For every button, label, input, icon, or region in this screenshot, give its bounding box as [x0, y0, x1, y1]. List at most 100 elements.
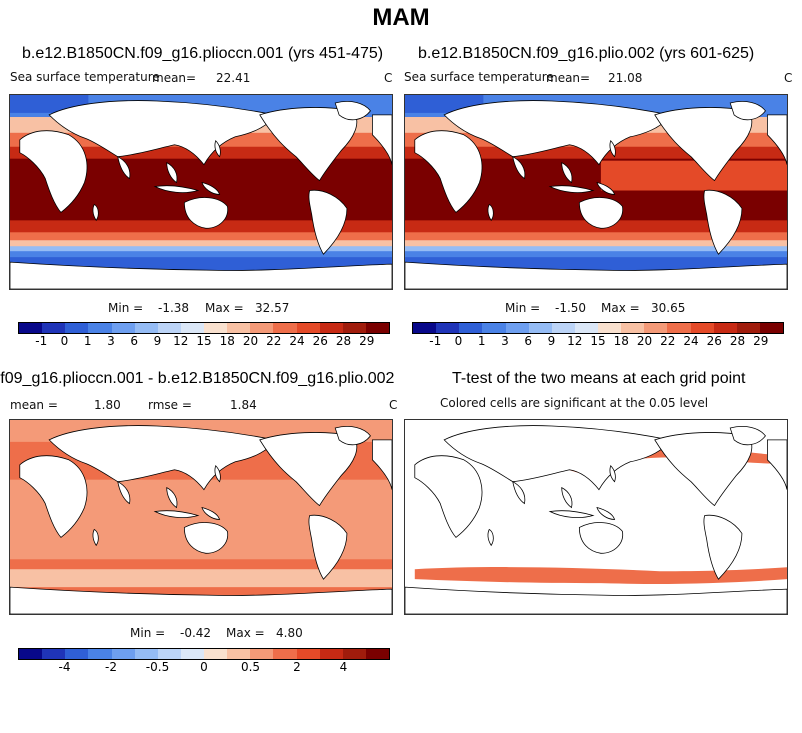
colorbar-swatch [157, 323, 181, 333]
case1-map [9, 94, 393, 290]
colorbar-tick-label: 9 [547, 334, 556, 348]
diff-rmse-label: rmse = [148, 398, 192, 412]
colorbar-swatch [42, 323, 66, 333]
colorbar-swatch [204, 323, 228, 333]
case1-max-label: Max = [205, 301, 244, 315]
colorbar-swatch [204, 649, 228, 659]
colorbar-swatch [667, 323, 691, 333]
diff-max-value: 4.80 [276, 626, 303, 640]
colorbar-tick-label: -0.5 [145, 660, 170, 674]
colorbar-swatch [365, 323, 389, 333]
case2-units: C [784, 71, 793, 85]
colorbar-swatch [273, 323, 297, 333]
case1-sst-field [10, 95, 392, 289]
colorbar-swatch [111, 649, 135, 659]
colorbar-tick-label: -1 [35, 334, 48, 348]
colorbar-tick-label: 28 [335, 334, 352, 348]
colorbar-tick-label: 3 [501, 334, 509, 348]
diff-max-label: Max = [226, 626, 265, 640]
case2-mean-label: mean= [546, 71, 591, 85]
colorbar-ticks: -4 -2 -0.5 0 0.5 2 4 [18, 660, 390, 674]
colorbar-tick-label: 28 [729, 334, 746, 348]
colorbar-swatch [690, 323, 714, 333]
colorbar-ticks: -1 0 1 3 6 9 12 15 18 20 22 24 26 28 29 [412, 334, 784, 348]
colorbar-swatch [296, 323, 320, 333]
diff-map [9, 419, 393, 615]
colorbar-swatch [598, 323, 622, 333]
colorbar-tick-label: 29 [359, 334, 375, 348]
colorbar-tick-label: -4 [58, 660, 71, 674]
colorbar-swatch [482, 323, 506, 333]
case2-max-label: Max = [601, 301, 640, 315]
sst-colorbar-right: -1 0 1 3 6 9 12 15 18 20 22 24 26 28 29 [412, 322, 784, 348]
ttest-title: T-test of the two means at each grid poi… [452, 370, 746, 387]
diff-rmse-value: 1.84 [230, 398, 257, 412]
case2-title: b.e12.B1850CN.f09_g16.plio.002 (yrs 601-… [418, 45, 755, 62]
colorbar-tick-label: 9 [153, 334, 162, 348]
colorbar-swatch [644, 323, 668, 333]
colorbar-tick-label: 20 [636, 334, 653, 348]
diff-colorbar: -4 -2 -0.5 0 0.5 2 4 [18, 648, 390, 674]
colorbar-tick-label: 15 [196, 334, 212, 348]
colorbar-tick-label: 26 [312, 334, 328, 348]
colorbar-swatch [65, 649, 89, 659]
case1-min-label: Min = [108, 301, 144, 315]
colorbar-tick-label: 0 [60, 334, 69, 348]
colorbar-tick-label: 6 [524, 334, 533, 348]
colorbar-tick-label: 0 [200, 660, 208, 674]
diff-min-value: -0.42 [180, 626, 212, 640]
colorbar-tick-label: 2 [293, 660, 301, 674]
colorbar-tick-label: 24 [683, 334, 699, 348]
colorbar-swatch [111, 323, 135, 333]
ttest-significance-field [405, 420, 787, 614]
colorbar-tick-label: 1 [477, 334, 486, 348]
case1-units: C [384, 71, 393, 85]
colorbar-swatch [621, 323, 645, 333]
colorbar-swatch [19, 649, 43, 659]
sst-colorbar-left: -1 0 1 3 6 9 12 15 18 20 22 24 26 28 29 [18, 322, 390, 348]
colorbar-tick-label: 1 [83, 334, 92, 348]
colorbar-swatch [413, 323, 437, 333]
case1-title: b.e12.B1850CN.f09_g16.plioccn.001 (yrs 4… [22, 45, 384, 62]
case2-min-value: -1.50 [555, 301, 587, 315]
colorbar-swatch [42, 649, 66, 659]
ttest-subtitle: Colored cells are significant at the 0.0… [440, 396, 709, 410]
colorbar-tick-label: 4 [339, 660, 348, 674]
colorbar-tick-label: 18 [613, 334, 629, 348]
colorbar-swatch [551, 323, 575, 333]
case1-mean-value: 22.41 [216, 71, 251, 85]
colorbar-tick-label: 29 [753, 334, 769, 348]
colorbar-swatch [459, 323, 483, 333]
ttest-map [404, 419, 788, 615]
colorbar-swatch [342, 323, 366, 333]
colorbar-tick-label: 18 [219, 334, 235, 348]
colorbar-swatch [227, 649, 251, 659]
colorbar-swatch [436, 323, 460, 333]
colorbar-swatch [505, 323, 529, 333]
colorbar-tick-label: 20 [242, 334, 259, 348]
colorbar-ticks: -1 0 1 3 6 9 12 15 18 20 22 24 26 28 29 [18, 334, 390, 348]
colorbar-swatch [342, 649, 366, 659]
case1-mean-label: mean= [152, 71, 197, 85]
colorbar-swatches [412, 322, 784, 334]
figure-title: MAM [372, 4, 430, 31]
colorbar-swatch [365, 649, 389, 659]
colorbar-tick-label: 0 [454, 334, 463, 348]
case2-map [404, 94, 788, 290]
diff-units: C [389, 398, 398, 412]
colorbar-swatch [134, 649, 158, 659]
diff-title-clip: b.e12.B1850CN.f09_g16.plioccn.001 - b.e1… [0, 370, 398, 388]
diff-mean-label: mean = [10, 398, 58, 412]
colorbar-tick-label: 6 [130, 334, 139, 348]
colorbar-tick-label: -1 [429, 334, 442, 348]
colorbar-tick-label: 26 [706, 334, 722, 348]
colorbar-tick-label: 15 [590, 334, 606, 348]
colorbar-swatches [18, 648, 390, 660]
colorbar-swatch [319, 649, 343, 659]
colorbar-swatch [273, 649, 297, 659]
colorbar-swatch [227, 323, 251, 333]
colorbar-swatch [736, 323, 760, 333]
case1-variable: Sea surface temperature [10, 70, 160, 84]
colorbar-swatch [157, 649, 181, 659]
case2-min-label: Min = [505, 301, 541, 315]
